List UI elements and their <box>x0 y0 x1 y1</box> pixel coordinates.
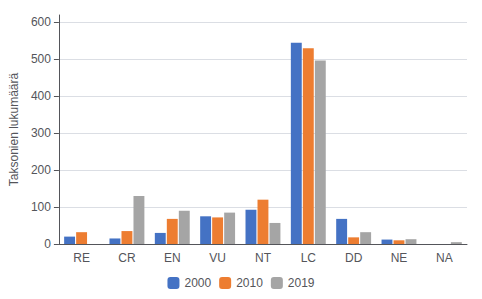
svg-text:100: 100 <box>31 200 51 214</box>
svg-text:EN: EN <box>164 251 181 265</box>
svg-text:0: 0 <box>44 237 51 251</box>
svg-text:300: 300 <box>31 126 51 140</box>
svg-text:Taksonien lukumäärä: Taksonien lukumäärä <box>7 72 21 186</box>
svg-text:NT: NT <box>255 251 272 265</box>
svg-text:VU: VU <box>209 251 226 265</box>
svg-text:RE: RE <box>73 251 90 265</box>
svg-text:2000: 2000 <box>184 276 211 290</box>
svg-text:600: 600 <box>31 15 51 29</box>
svg-text:2010: 2010 <box>236 276 263 290</box>
svg-text:CR: CR <box>118 251 136 265</box>
svg-text:LC: LC <box>301 251 317 265</box>
svg-text:DD: DD <box>345 251 363 265</box>
svg-text:400: 400 <box>31 89 51 103</box>
svg-text:500: 500 <box>31 52 51 66</box>
svg-text:2019: 2019 <box>288 276 315 290</box>
svg-text:NA: NA <box>436 251 453 265</box>
svg-text:NE: NE <box>391 251 408 265</box>
svg-text:200: 200 <box>31 163 51 177</box>
